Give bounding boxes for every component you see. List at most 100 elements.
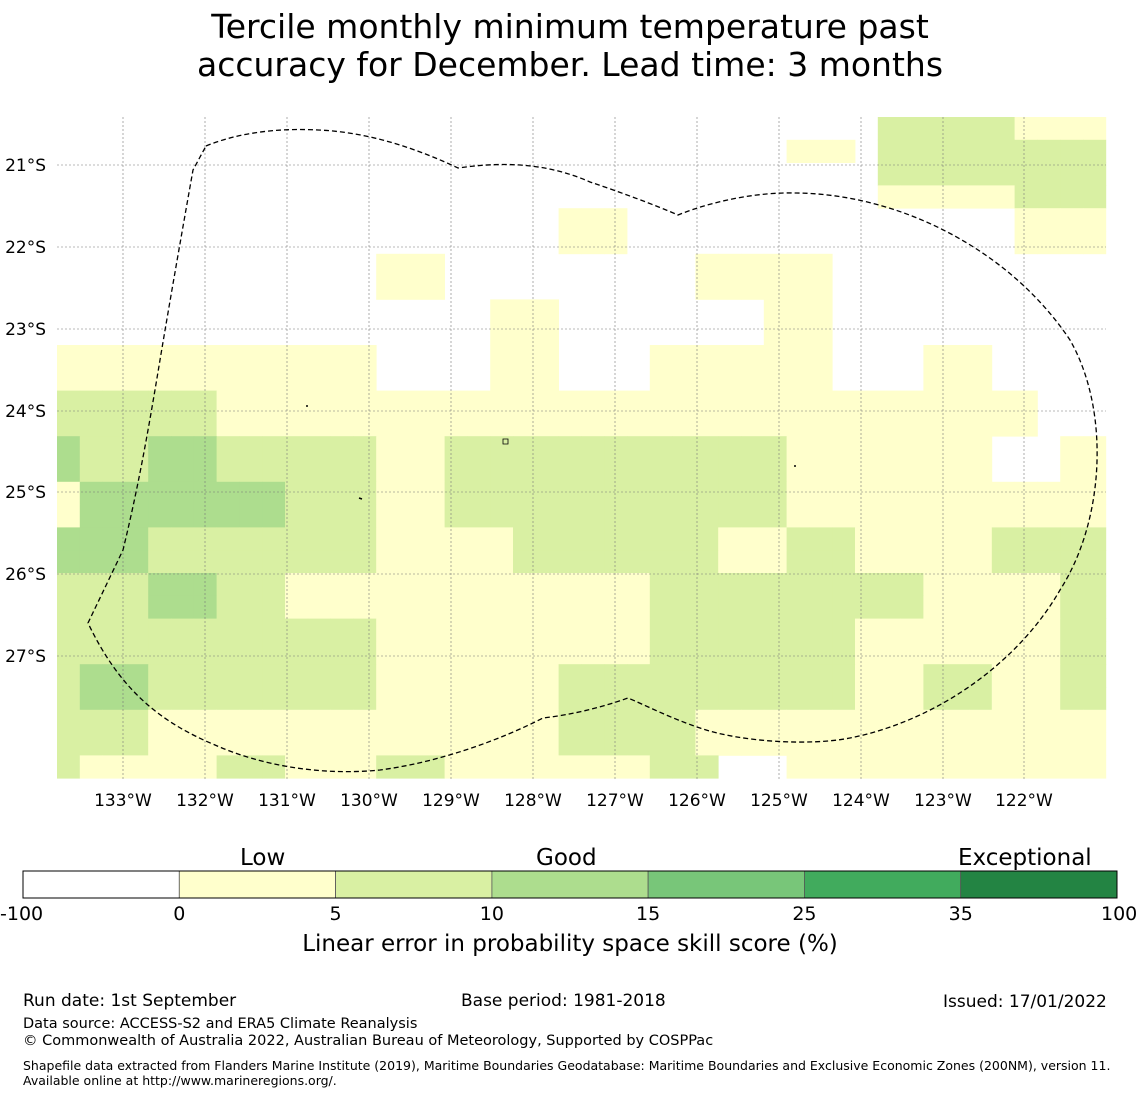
skill-cell xyxy=(809,595,833,619)
skill-cell xyxy=(763,276,787,300)
skill-cell xyxy=(649,687,673,711)
skill-cell xyxy=(193,527,217,551)
skill-cell xyxy=(467,687,491,711)
skill-cell xyxy=(991,185,1015,209)
skill-cell xyxy=(1083,755,1107,779)
skill-cell xyxy=(1083,573,1107,597)
skill-cell xyxy=(1014,595,1038,619)
skill-cell xyxy=(809,322,833,346)
skill-cell xyxy=(649,573,673,597)
skill-cell xyxy=(490,345,514,369)
skill-cell xyxy=(877,709,901,733)
category-label-good: Good xyxy=(536,845,597,871)
skill-cell xyxy=(513,504,537,528)
skill-cell xyxy=(216,504,240,528)
skill-cell xyxy=(1037,162,1061,186)
skill-cell xyxy=(216,481,240,505)
skill-cell xyxy=(376,687,400,711)
map-title: Tercile monthly minimum temperature past… xyxy=(0,8,1140,84)
longitude-label: 123°W xyxy=(914,791,972,811)
map-title-line-1: Tercile monthly minimum temperature past xyxy=(211,7,929,46)
skill-cell xyxy=(399,687,423,711)
skill-cell xyxy=(467,390,491,414)
skill-cell xyxy=(627,595,651,619)
skill-cell xyxy=(216,755,240,779)
skill-cell xyxy=(832,459,856,483)
skill-cell xyxy=(307,504,331,528)
skill-cell xyxy=(855,755,879,779)
skill-cell xyxy=(1037,709,1061,733)
skill-cell xyxy=(923,664,947,688)
skill-cell xyxy=(581,595,605,619)
skill-cell xyxy=(581,664,605,688)
skill-cell xyxy=(946,481,970,505)
skill-cell xyxy=(285,504,309,528)
skill-cell xyxy=(718,641,742,665)
skill-cell xyxy=(695,755,719,779)
skill-cell xyxy=(79,573,103,597)
skill-cell xyxy=(57,732,81,756)
skill-cell xyxy=(57,367,81,391)
skill-cell xyxy=(627,413,651,437)
skill-cell xyxy=(832,413,856,437)
skill-cell xyxy=(809,139,833,163)
skill-cell xyxy=(535,413,559,437)
skill-cell xyxy=(330,367,354,391)
skill-cell xyxy=(649,504,673,528)
longitude-label: 128°W xyxy=(504,791,562,811)
skill-cell xyxy=(467,573,491,597)
skill-cell xyxy=(216,687,240,711)
skill-cell xyxy=(444,390,468,414)
skill-cell xyxy=(627,550,651,574)
skill-cell xyxy=(102,413,126,437)
skill-cell xyxy=(581,436,605,460)
skill-cell xyxy=(513,345,537,369)
skill-cell xyxy=(1083,618,1107,642)
skill-cell xyxy=(763,504,787,528)
skill-cell xyxy=(809,367,833,391)
skill-cell xyxy=(969,709,993,733)
skill-cell xyxy=(102,459,126,483)
skill-cell xyxy=(171,481,195,505)
skill-cell xyxy=(513,459,537,483)
skill-cell xyxy=(421,664,445,688)
skill-cell xyxy=(535,527,559,551)
skill-cell xyxy=(535,687,559,711)
skill-cell xyxy=(262,573,286,597)
skill-cell xyxy=(741,527,765,551)
skill-cell xyxy=(513,367,537,391)
skill-cell xyxy=(627,459,651,483)
skill-cell xyxy=(946,641,970,665)
skill-cell xyxy=(57,550,81,574)
skill-cell xyxy=(741,664,765,688)
skill-cell xyxy=(877,618,901,642)
skill-cell xyxy=(535,322,559,346)
skill-cell xyxy=(1060,732,1084,756)
skill-cell xyxy=(1060,618,1084,642)
skill-cell xyxy=(1037,755,1061,779)
skill-cell xyxy=(581,504,605,528)
skill-cell xyxy=(900,550,924,574)
skill-cell xyxy=(946,413,970,437)
skill-cell xyxy=(627,481,651,505)
skill-cell xyxy=(718,504,742,528)
skill-cell xyxy=(581,459,605,483)
skill-cell xyxy=(741,732,765,756)
skill-cell xyxy=(672,550,696,574)
colorbar-tick-label: 15 xyxy=(636,903,661,925)
skill-cell xyxy=(558,664,582,688)
skill-cell xyxy=(763,345,787,369)
skill-cell xyxy=(718,276,742,300)
skill-cell xyxy=(193,709,217,733)
colorbar-tick-label: 5 xyxy=(329,903,342,925)
skill-cell xyxy=(513,299,537,323)
skill-cell xyxy=(763,573,787,597)
skill-cell xyxy=(376,504,400,528)
skill-cell xyxy=(535,550,559,574)
skill-cell xyxy=(421,527,445,551)
skill-cell xyxy=(855,390,879,414)
skill-cell xyxy=(216,618,240,642)
colorbar-segment xyxy=(22,870,180,899)
skill-cell xyxy=(171,459,195,483)
skill-cell xyxy=(900,504,924,528)
